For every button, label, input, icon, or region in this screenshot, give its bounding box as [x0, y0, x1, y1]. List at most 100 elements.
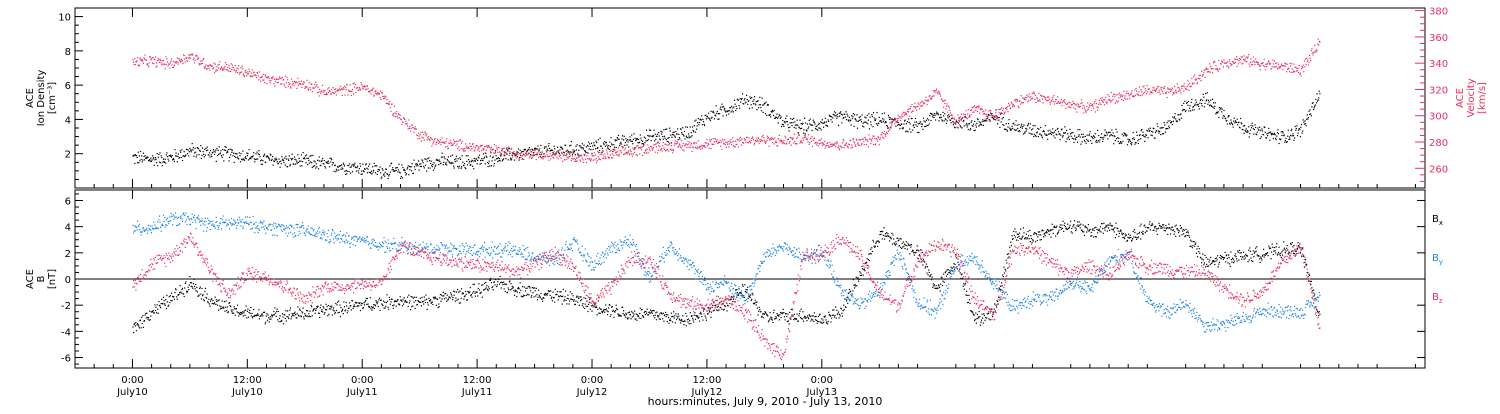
- velocity-series-point: [849, 144, 850, 145]
- velocity-series-point: [732, 141, 733, 142]
- density-series-point: [590, 146, 591, 147]
- density-series-point: [865, 122, 866, 123]
- bx-series-point: [366, 304, 367, 305]
- bx-series-point: [186, 291, 187, 292]
- velocity-series-point: [971, 114, 972, 115]
- velocity-series-point: [635, 147, 636, 148]
- velocity-series-point: [890, 126, 891, 127]
- density-series-point: [914, 127, 915, 128]
- bx-series-point: [273, 311, 274, 312]
- bx-series-point: [208, 299, 209, 300]
- velocity-series-point: [618, 147, 619, 148]
- velocity-series-point: [857, 143, 858, 144]
- density-series-point: [1303, 119, 1304, 120]
- velocity-series-point: [397, 117, 398, 118]
- velocity-series-point: [688, 143, 689, 144]
- density-series-point: [1315, 99, 1316, 100]
- velocity-series-point: [671, 150, 672, 151]
- density-series-point: [876, 123, 877, 124]
- velocity-series-point: [218, 67, 219, 68]
- velocity-series-point: [133, 62, 134, 63]
- velocity-series-point: [1106, 102, 1107, 103]
- velocity-series-point: [1176, 92, 1177, 93]
- velocity-series-point: [420, 134, 421, 135]
- density-series-point: [166, 154, 167, 155]
- bx-series-point: [288, 317, 289, 318]
- velocity-series-point: [375, 93, 376, 94]
- velocity-series-point: [207, 68, 208, 69]
- velocity-series-point: [339, 89, 340, 90]
- velocity-series-point: [160, 60, 161, 61]
- density-series-point: [297, 154, 298, 155]
- velocity-series-point: [265, 76, 266, 77]
- density-series-point: [1175, 113, 1176, 114]
- density-series-point: [884, 113, 885, 114]
- density-series-point: [250, 158, 251, 159]
- bx-series-point: [461, 288, 462, 289]
- bx-series-point: [149, 311, 150, 312]
- velocity-series-point: [644, 153, 645, 154]
- bx-series-point: [293, 313, 294, 314]
- velocity-series-point: [824, 144, 825, 145]
- density-series-point: [483, 158, 484, 159]
- velocity-series-point: [393, 116, 394, 117]
- velocity-series-point: [1119, 94, 1120, 95]
- velocity-series-point: [1177, 87, 1178, 88]
- density-series-point: [181, 149, 182, 150]
- density-series-point: [800, 128, 801, 129]
- density-series-point: [763, 104, 764, 105]
- density-series-point: [861, 121, 862, 122]
- velocity-series-point: [959, 118, 960, 119]
- density-series-point: [832, 117, 833, 118]
- velocity-series-point: [1156, 88, 1157, 89]
- density-series-point: [1174, 116, 1175, 117]
- velocity-series-point: [513, 151, 514, 152]
- density-series-point: [834, 115, 835, 116]
- density-series-point: [661, 133, 662, 134]
- density-series-point: [752, 101, 753, 102]
- bx-series-point: [300, 310, 301, 311]
- bx-series-point: [154, 304, 155, 305]
- density-series-point: [736, 106, 737, 107]
- velocity-series-point: [595, 154, 596, 155]
- density-series-point: [749, 108, 750, 109]
- density-series-point: [1296, 125, 1297, 126]
- density-series-point: [955, 127, 956, 128]
- velocity-series-point: [884, 131, 885, 132]
- velocity-series-point: [683, 150, 684, 151]
- density-series-point: [1230, 119, 1231, 120]
- velocity-series-point: [165, 68, 166, 69]
- velocity-series-point: [616, 154, 617, 155]
- velocity-series-point: [957, 122, 958, 123]
- velocity-series-point: [1237, 59, 1238, 60]
- density-series-point: [627, 144, 628, 145]
- velocity-series-point: [249, 69, 250, 70]
- bx-series-point: [405, 301, 406, 302]
- density-series-point: [242, 159, 243, 160]
- velocity-series-point: [382, 93, 383, 94]
- density-series-point: [419, 164, 420, 165]
- velocity-series-point: [153, 63, 154, 64]
- bx-series-point: [229, 302, 230, 303]
- velocity-series-point: [284, 84, 285, 85]
- velocity-series-point: [520, 157, 521, 158]
- density-series-point: [291, 159, 292, 160]
- velocity-series-point: [689, 142, 690, 143]
- density-series-point: [741, 98, 742, 99]
- density-series-point: [534, 148, 535, 149]
- bx-series-point: [141, 317, 142, 318]
- density-series-point: [730, 107, 731, 108]
- bx-series-point: [167, 301, 168, 302]
- density-series-point: [448, 156, 449, 157]
- density-series-point: [798, 132, 799, 133]
- velocity-series-point: [891, 125, 892, 126]
- velocity-series-point: [972, 112, 973, 113]
- velocity-series-point: [939, 91, 940, 92]
- density-series-point: [1018, 131, 1019, 132]
- velocity-series-point: [209, 70, 210, 71]
- bx-series-point: [194, 286, 195, 287]
- velocity-series-point: [1011, 102, 1012, 103]
- density-series-point: [636, 139, 637, 140]
- velocity-series-point: [245, 70, 246, 71]
- velocity-series-point: [425, 135, 426, 136]
